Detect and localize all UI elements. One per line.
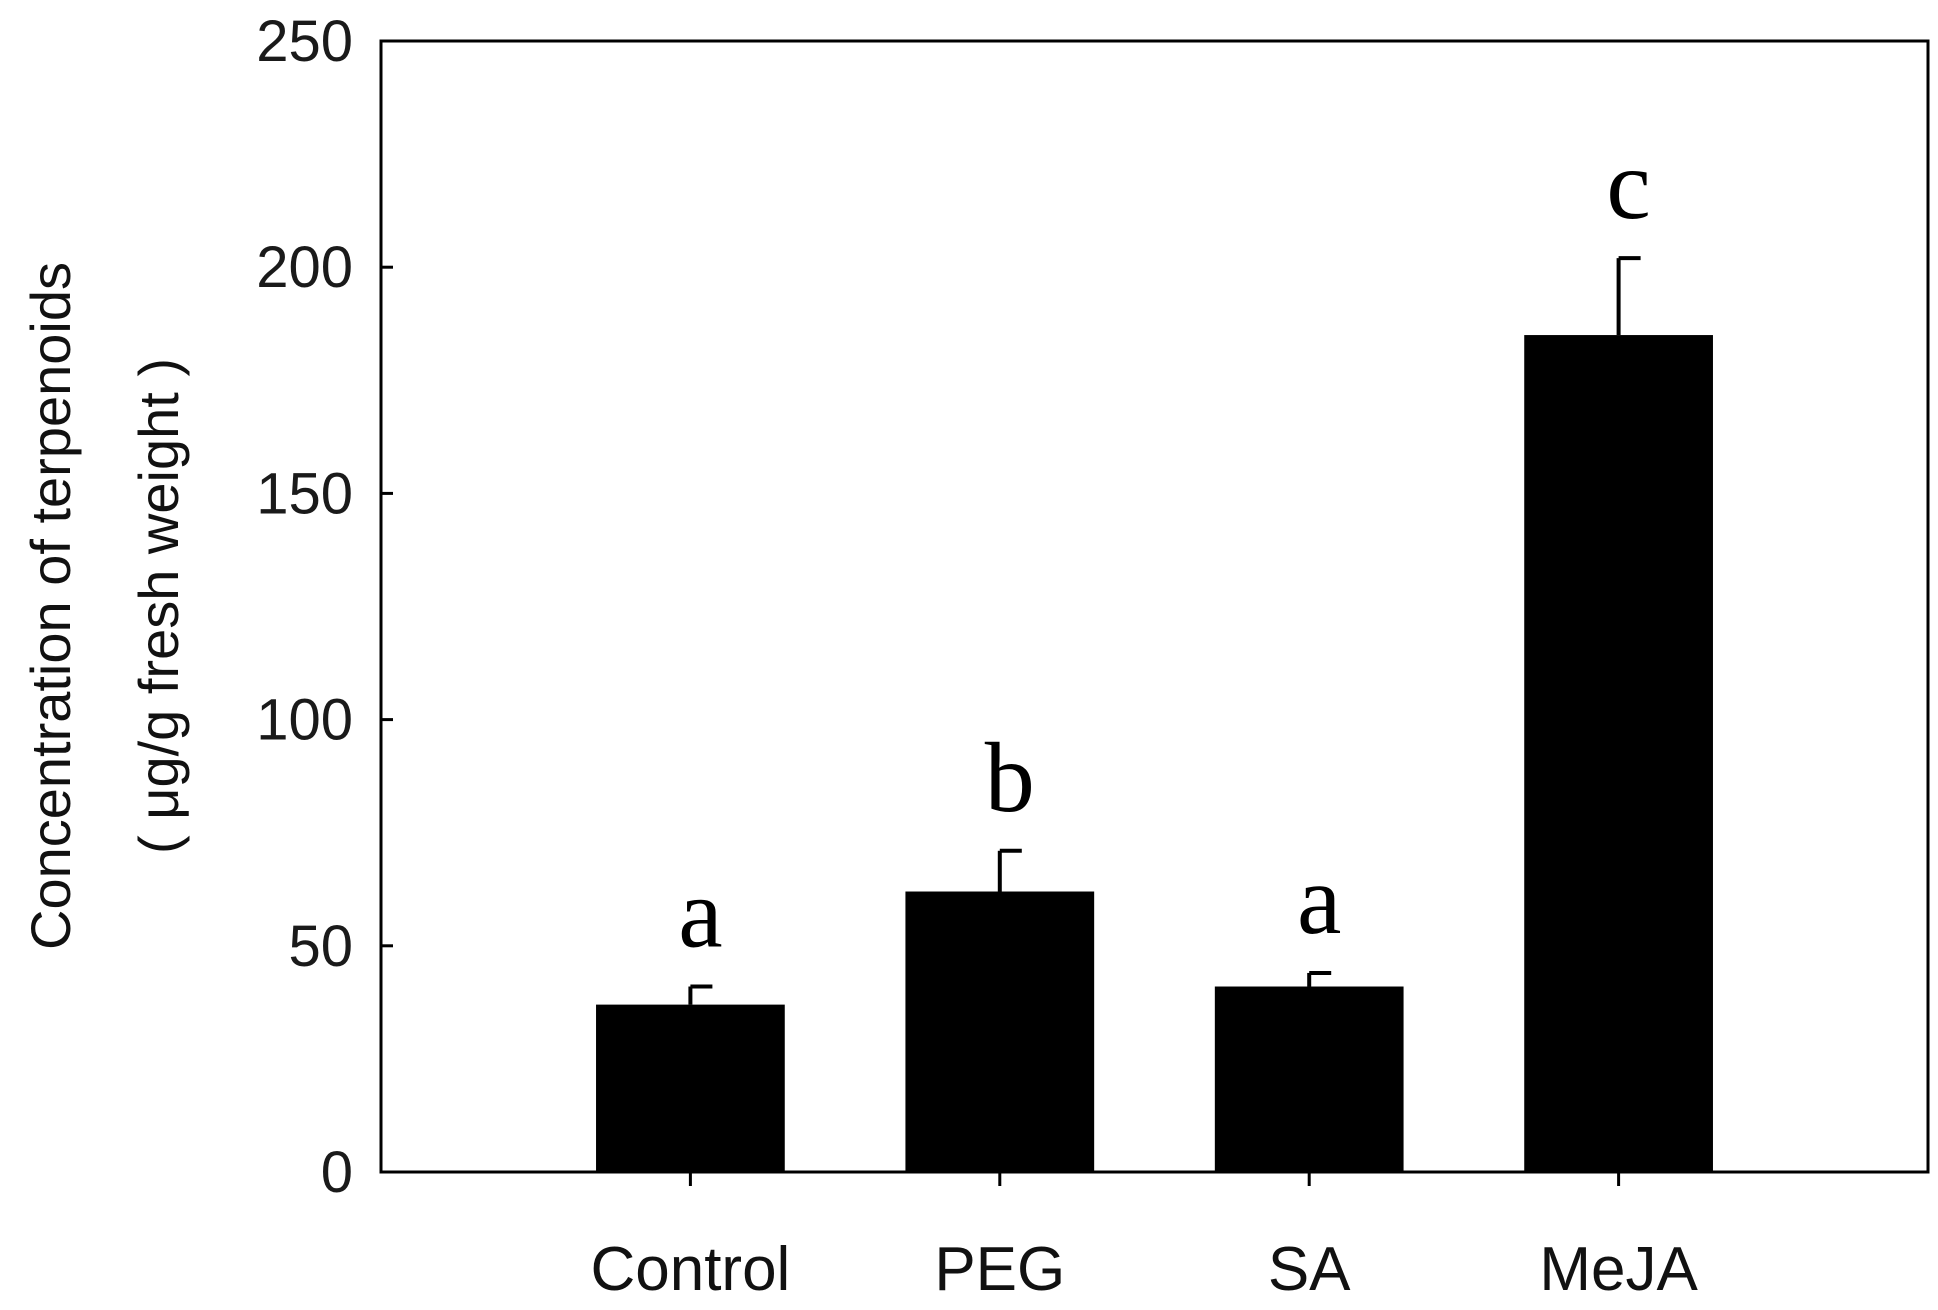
y-tick-label: 200 xyxy=(256,235,353,300)
significance-letter: c xyxy=(1606,129,1650,240)
y-tick-label: 100 xyxy=(256,688,353,753)
y-tick-label: 50 xyxy=(288,914,353,979)
bar-sa xyxy=(1214,986,1404,1172)
plot-frame xyxy=(379,39,1930,1174)
y-axis-label-line2: ( μg/g fresh weight ) xyxy=(127,358,190,854)
y-tick-label: 150 xyxy=(256,461,353,526)
x-tick-label: SA xyxy=(1268,1235,1351,1304)
bar-peg xyxy=(905,891,1095,1172)
y-axis-label-line1: Concentration of terpenoids xyxy=(19,262,82,950)
significance-letter: b xyxy=(985,722,1035,833)
significance-letter: a xyxy=(678,858,722,969)
significance-letter: a xyxy=(1297,844,1341,955)
x-tick-label: Control xyxy=(590,1235,790,1304)
y-tick-label: 250 xyxy=(256,9,353,74)
x-tick-label: PEG xyxy=(934,1235,1065,1304)
bar-control xyxy=(596,1004,785,1172)
y-tick-label: 0 xyxy=(321,1140,353,1205)
x-tick-label: MeJA xyxy=(1539,1235,1698,1304)
bar-meja xyxy=(1524,335,1713,1172)
